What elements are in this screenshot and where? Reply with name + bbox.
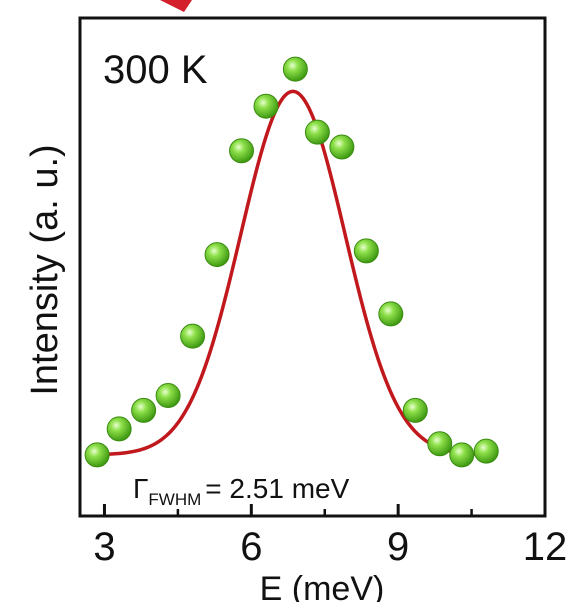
x-axis-label: E (meV): [260, 570, 385, 602]
data-point: [106, 416, 132, 442]
data-point: [378, 301, 404, 327]
temperature-label: 300 K: [103, 48, 208, 92]
arrow-fragment: [160, 0, 192, 12]
ticks-layer: 3 6 9 12: [93, 504, 567, 569]
y-axis-label: Intensity (a. u.): [24, 144, 66, 395]
x-tick-label: 6: [240, 525, 262, 569]
x-tick-label: 12: [523, 525, 568, 569]
x-tick-label: 9: [387, 525, 409, 569]
fwhm-symbol: Γ: [133, 473, 148, 504]
data-point: [304, 119, 330, 145]
data-point: [449, 442, 475, 468]
fit-layer: [97, 89, 492, 457]
fit-curve: [97, 89, 492, 457]
fwhm-label: ΓFWHM = 2.51 meV: [133, 473, 350, 509]
fwhm-value: = 2.51 meV: [205, 473, 349, 504]
plot-frame: [78, 16, 547, 518]
data-point: [329, 134, 355, 160]
data-point: [427, 431, 453, 457]
data-point: [180, 323, 206, 349]
data-point: [229, 138, 255, 164]
data-point: [353, 238, 379, 264]
data-point: [282, 56, 308, 82]
data-point: [131, 397, 157, 423]
x-tick-label: 3: [93, 525, 115, 569]
data-point: [155, 383, 181, 409]
fwhm-subscript: FWHM: [148, 490, 201, 509]
data-point: [84, 442, 110, 468]
data-point: [253, 93, 279, 119]
points-layer: [84, 56, 499, 468]
data-point: [402, 397, 428, 423]
data-point: [473, 438, 499, 464]
data-point: [204, 242, 230, 268]
